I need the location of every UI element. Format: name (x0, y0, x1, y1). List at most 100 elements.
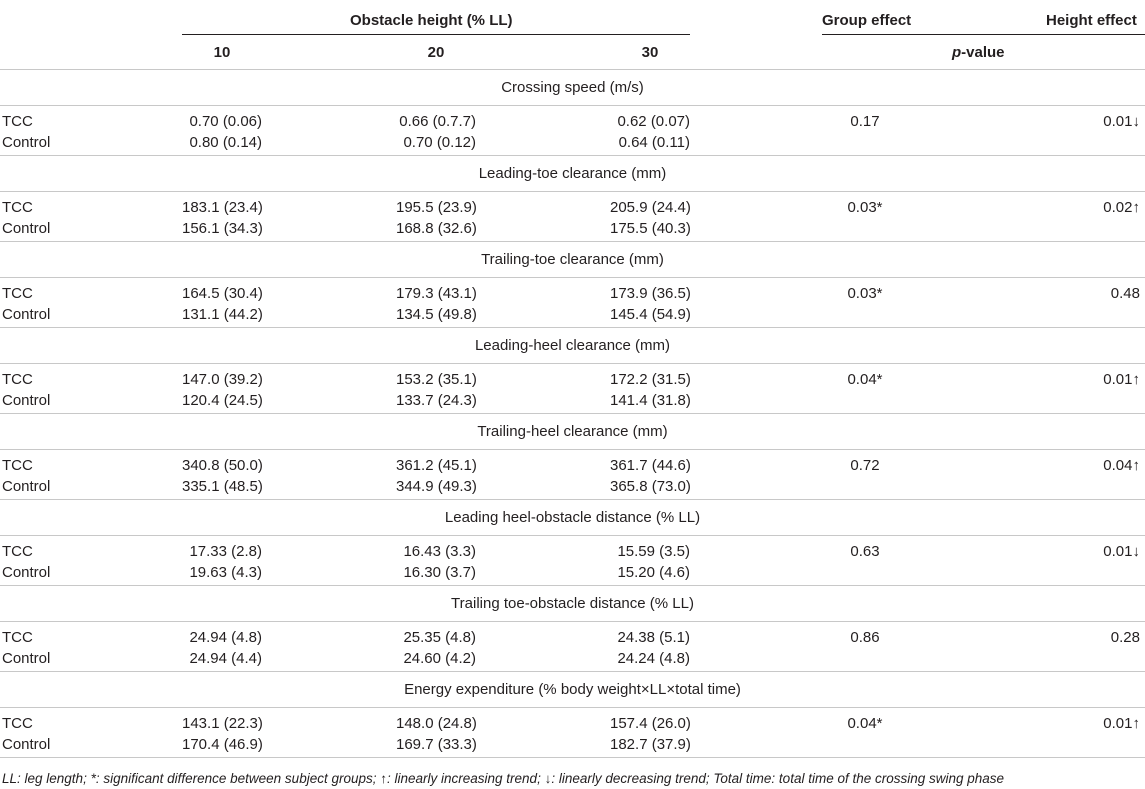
value-10: 147.0 (39.2) (182, 371, 263, 388)
value-20: 195.5 (23.9) (396, 199, 477, 216)
row-label: Control (2, 564, 51, 581)
section-rule (0, 621, 1145, 622)
value-30: 172.2 (31.5) (610, 371, 691, 388)
value-20: 24.60 (4.2) (403, 650, 476, 667)
section-bottom-rule (0, 757, 1145, 758)
value-20: 16.30 (3.7) (403, 564, 476, 581)
value-30: 205.9 (24.4) (610, 199, 691, 216)
col-20-header: 20 (427, 44, 445, 61)
value-10: 143.1 (22.3) (182, 715, 263, 732)
section-title: Trailing-heel clearance (mm) (477, 423, 668, 440)
row-label: TCC (2, 113, 33, 130)
value-10: 19.63 (4.3) (189, 564, 262, 581)
height-effect-p: 0.28 (1110, 629, 1140, 646)
value-10: 183.1 (23.4) (182, 199, 263, 216)
value-30: 141.4 (31.8) (610, 392, 691, 409)
section-rule (0, 277, 1145, 278)
section-title: Trailing toe-obstacle distance (% LL) (451, 595, 694, 612)
section-bottom-rule (0, 499, 1145, 500)
value-20: 0.70 (0.12) (403, 134, 476, 151)
value-30: 15.20 (4.6) (617, 564, 690, 581)
value-20: 25.35 (4.8) (403, 629, 476, 646)
value-20: 148.0 (24.8) (396, 715, 477, 732)
row-label: TCC (2, 371, 33, 388)
value-10: 156.1 (34.3) (182, 220, 263, 237)
section-title: Crossing speed (m/s) (501, 79, 644, 96)
group-effect-p: 0.17 (850, 113, 880, 130)
value-10: 0.80 (0.14) (189, 134, 262, 151)
section-rule (0, 449, 1145, 450)
group-effect-p: 0.86 (850, 629, 880, 646)
p-value-header: p-value (952, 44, 1005, 61)
value-20: 179.3 (43.1) (396, 285, 477, 302)
section-title: Energy expenditure (% body weight×LL×tot… (404, 681, 741, 698)
value-30: 157.4 (26.0) (610, 715, 691, 732)
height-effect-p: 0.01↓ (1103, 543, 1140, 560)
section-bottom-rule (0, 241, 1145, 242)
value-30: 0.62 (0.07) (617, 113, 690, 130)
value-10: 164.5 (30.4) (182, 285, 263, 302)
height-effect-p: 0.02↑ (1103, 199, 1140, 216)
group-effect-header: Group effect (822, 12, 912, 29)
height-effect-p: 0.01↑ (1103, 371, 1140, 388)
value-20: 153.2 (35.1) (396, 371, 477, 388)
value-20: 344.9 (49.3) (396, 478, 477, 495)
section-title: Trailing-toe clearance (mm) (481, 251, 664, 268)
row-label: TCC (2, 715, 33, 732)
value-10: 120.4 (24.5) (182, 392, 263, 409)
section-rule (0, 535, 1145, 536)
group-effect-p: 0.03* (847, 199, 883, 216)
p-letter: p (952, 44, 962, 61)
value-10: 0.70 (0.06) (189, 113, 262, 130)
value-30: 15.59 (3.5) (617, 543, 690, 560)
row-label: Control (2, 220, 51, 237)
section-title: Leading heel-obstacle distance (% LL) (444, 509, 701, 526)
value-30: 175.5 (40.3) (610, 220, 691, 237)
value-30: 365.8 (73.0) (610, 478, 691, 495)
obstacle-height-underline (182, 34, 690, 35)
row-label: Control (2, 134, 51, 151)
value-20: 134.5 (49.8) (396, 306, 477, 323)
group-effect-p: 0.04* (847, 715, 883, 732)
value-20: 133.7 (24.3) (396, 392, 477, 409)
value-30: 0.64 (0.11) (618, 134, 690, 151)
group-effect-p: 0.63 (850, 543, 880, 560)
row-label: Control (2, 306, 51, 323)
row-label: Control (2, 736, 51, 753)
height-effect-p: 0.04↑ (1103, 457, 1140, 474)
section-bottom-rule (0, 413, 1145, 414)
section-title: Leading-heel clearance (mm) (474, 337, 671, 354)
header-bottom-rule (0, 69, 1145, 70)
value-30: 173.9 (36.5) (610, 285, 691, 302)
section-rule (0, 363, 1145, 364)
value-30: 182.7 (37.9) (610, 736, 691, 753)
value-10: 340.8 (50.0) (182, 457, 263, 474)
section-bottom-rule (0, 671, 1145, 672)
value-10: 131.1 (44.2) (182, 306, 263, 323)
value-10: 24.94 (4.4) (189, 650, 262, 667)
section-rule (0, 191, 1145, 192)
height-effect-p: 0.01↑ (1103, 715, 1140, 732)
group-effect-p: 0.04* (847, 371, 883, 388)
section-bottom-rule (0, 327, 1145, 328)
p-value-suffix: -value (961, 44, 1005, 61)
row-label: Control (2, 392, 51, 409)
value-20: 361.2 (45.1) (396, 457, 477, 474)
value-10: 24.94 (4.8) (189, 629, 262, 646)
height-effect-header: Height effect (1046, 12, 1137, 29)
section-bottom-rule (0, 155, 1145, 156)
col-10-header: 10 (213, 44, 231, 61)
row-label: Control (2, 478, 51, 495)
value-30: 24.24 (4.8) (617, 650, 690, 667)
value-10: 17.33 (2.8) (189, 543, 262, 560)
row-label: TCC (2, 457, 33, 474)
footnote: LL: leg length; *: significant differenc… (2, 771, 1005, 786)
value-30: 24.38 (5.1) (617, 629, 690, 646)
section-rule (0, 707, 1145, 708)
section-bottom-rule (0, 585, 1145, 586)
row-label: TCC (2, 629, 33, 646)
group-effect-p: 0.03* (847, 285, 883, 302)
value-10: 170.4 (46.9) (182, 736, 263, 753)
row-label: Control (2, 650, 51, 667)
